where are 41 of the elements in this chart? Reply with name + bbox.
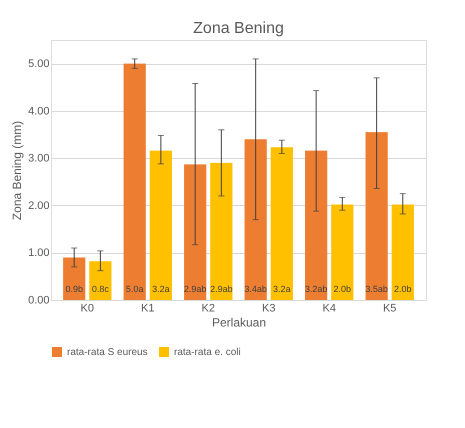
legend-label: rata-rata e. coli — [174, 347, 241, 358]
bar — [331, 204, 354, 300]
data-label: 2.9ab — [210, 284, 233, 294]
y-axis-title: Zona Bening (mm) — [10, 120, 24, 220]
legend-label: rata-rata S eureus — [67, 347, 148, 358]
x-tick-label: K0 — [80, 302, 94, 314]
x-tick-label: K1 — [141, 302, 155, 314]
data-label: 2.9ab — [184, 284, 206, 294]
x-tick-label: K3 — [262, 302, 276, 314]
bar — [124, 64, 146, 300]
bar — [392, 204, 414, 300]
data-label: 3.4ab — [244, 284, 267, 294]
bar — [184, 164, 206, 300]
y-tick-label: 3.00 — [28, 152, 50, 165]
bar — [89, 261, 112, 300]
bar — [366, 132, 388, 300]
y-tick-label: 0.00 — [28, 294, 50, 306]
y-tick-label: 4.00 — [28, 105, 50, 118]
y-tick-label: 2.00 — [28, 200, 50, 212]
bar — [270, 147, 293, 300]
data-label: 2.0b — [394, 284, 412, 294]
data-label: 2.0b — [334, 284, 352, 294]
data-label: 3.2a — [152, 284, 170, 294]
data-label: 3.5ab — [365, 284, 388, 294]
bar — [305, 150, 328, 300]
data-label: 3.2a — [273, 284, 291, 294]
bar — [210, 162, 232, 300]
y-tick-label: 5.00 — [28, 58, 50, 70]
data-label: 0.9b — [65, 284, 83, 294]
data-label: 3.2ab — [304, 284, 328, 294]
x-axis-title: Perlakuan — [212, 316, 266, 330]
x-tick-label: K2 — [202, 302, 215, 314]
x-tick-label: K4 — [322, 302, 336, 314]
chart-title: Zona Bening — [193, 20, 284, 37]
bar — [150, 150, 172, 300]
bar — [63, 257, 86, 300]
x-tick-label: K5 — [382, 302, 396, 314]
y-tick-label: 1.00 — [28, 247, 50, 260]
data-label: 5.0a — [126, 284, 144, 294]
bar — [244, 139, 267, 300]
data-label: 0.8c — [92, 284, 110, 294]
